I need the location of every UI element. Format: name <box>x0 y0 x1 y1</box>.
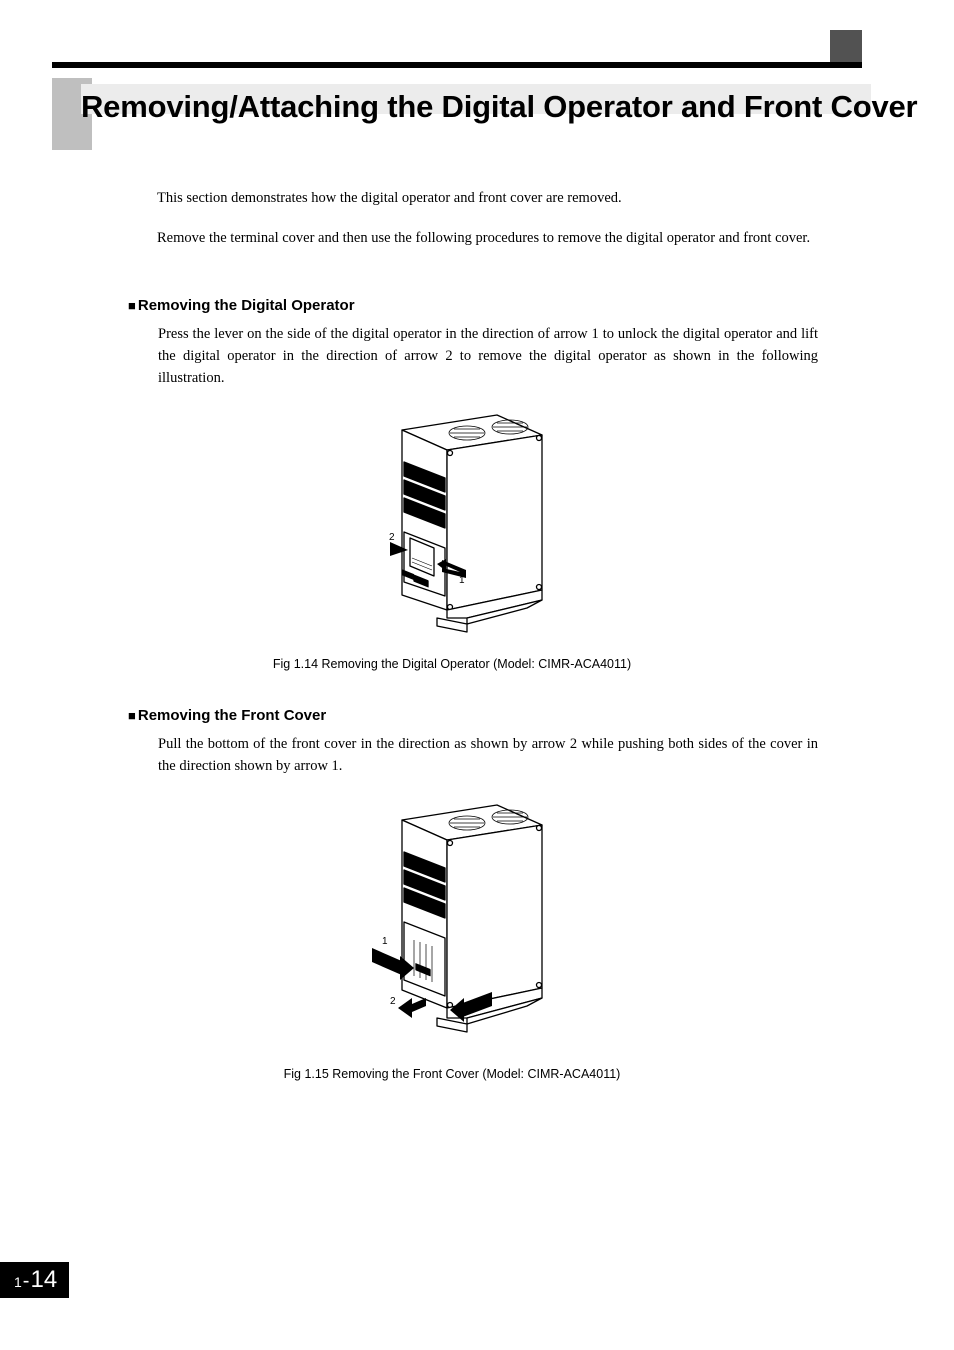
figure-1-14: 1 2 Fig 1.14 Removing the Digital Operat… <box>52 400 852 671</box>
subsection-body-1: Press the lever on the side of the digit… <box>128 324 818 389</box>
page-title-block: Removing/Attaching the Digital Operator … <box>52 88 917 127</box>
arrow-label-1b: 1 <box>382 936 388 947</box>
page-title: Removing/Attaching the Digital Operator … <box>52 88 917 127</box>
subsection-heading-2: ■Removing the Front Cover <box>128 707 838 724</box>
intro-text: This section demonstrates how the digita… <box>157 187 831 268</box>
page-number: 1 - 14 <box>0 1262 69 1298</box>
diagram-removing-front-cover: 1 2 <box>342 790 562 1050</box>
figure-1-14-caption: Fig 1.14 Removing the Digital Operator (… <box>52 657 852 671</box>
subsection-heading-1-text: Removing the Digital Operator <box>138 297 355 314</box>
subsection-body-2: Pull the bottom of the front cover in th… <box>128 734 818 778</box>
diagram-removing-digital-operator: 1 2 <box>342 400 562 640</box>
arrow-label-1: 1 <box>459 575 465 586</box>
arrow-label-2: 2 <box>389 532 395 543</box>
header-accent-square <box>830 30 862 62</box>
header-rule <box>52 62 862 68</box>
intro-paragraph-1: This section demonstrates how the digita… <box>157 187 831 209</box>
section-removing-front-cover: ■Removing the Front Cover Pull the botto… <box>128 707 838 778</box>
subsection-heading-1: ■Removing the Digital Operator <box>128 297 838 314</box>
page-number-dash: - <box>22 1270 31 1293</box>
intro-paragraph-2: Remove the terminal cover and then use t… <box>157 227 831 249</box>
arrow-label-2b: 2 <box>390 996 396 1007</box>
figure-1-15-caption: Fig 1.15 Removing the Front Cover (Model… <box>52 1067 852 1081</box>
page-number-chapter: 1 <box>14 1274 22 1290</box>
page-number-page: 14 <box>30 1266 57 1294</box>
figure-1-15: 1 2 Fig 1.15 Removing the Front Cover (M… <box>52 790 852 1081</box>
subsection-heading-2-text: Removing the Front Cover <box>138 707 326 724</box>
section-removing-digital-operator: ■Removing the Digital Operator Press the… <box>128 297 838 389</box>
